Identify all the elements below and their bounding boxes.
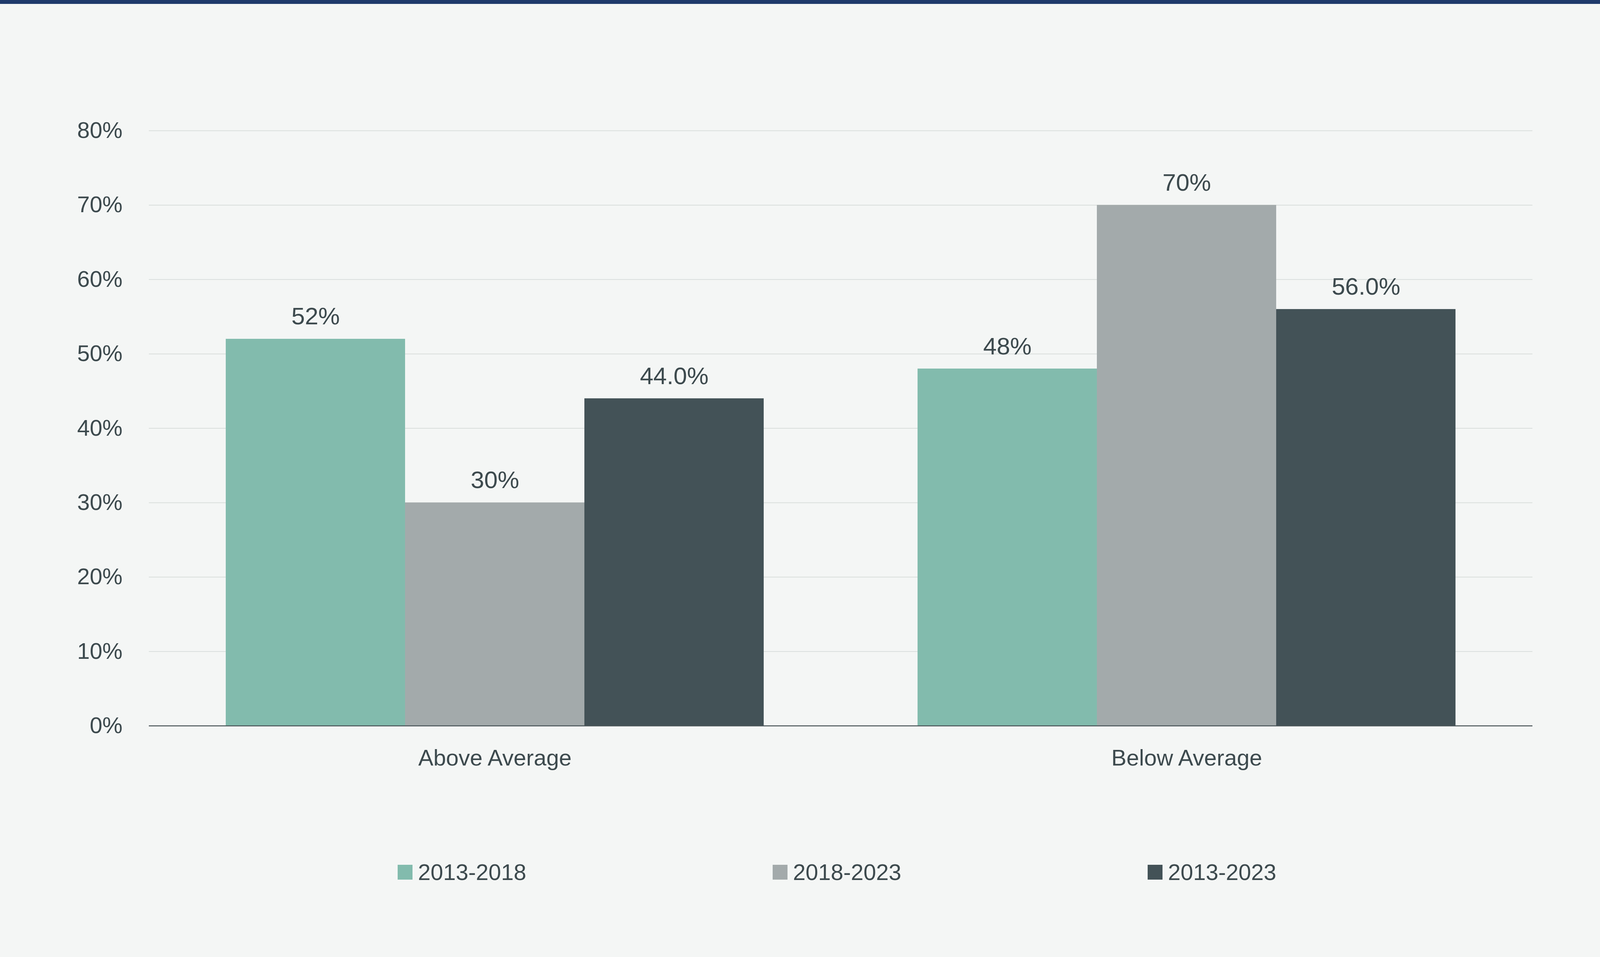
svg-text:60%: 60% bbox=[76, 266, 123, 292]
svg-text:50%: 50% bbox=[76, 340, 123, 366]
svg-text:Below Average: Below Average bbox=[1111, 744, 1263, 770]
svg-text:56.0%: 56.0% bbox=[1331, 272, 1401, 300]
html-text:2013-2018: 2013-2018 bbox=[417, 858, 527, 885]
svg-text:10%: 10% bbox=[76, 637, 123, 664]
svg-text:44.0%: 44.0% bbox=[639, 362, 709, 390]
svg-text:30%: 30% bbox=[76, 489, 123, 515]
svg-text:30%: 30% bbox=[470, 466, 520, 493]
svg-text:20%: 20% bbox=[76, 563, 123, 589]
html-text:2018-2023: 2018-2023 bbox=[792, 858, 902, 885]
svg-text:Above Average: Above Average bbox=[418, 744, 572, 770]
svg-text:80%: 80% bbox=[76, 117, 123, 143]
svg-text:0%: 0% bbox=[89, 712, 123, 738]
svg-text:52%: 52% bbox=[291, 302, 340, 330]
html-text:2013-2023: 2013-2023 bbox=[1167, 858, 1277, 885]
svg-text:48%: 48% bbox=[983, 332, 1032, 360]
svg-text:70%: 70% bbox=[76, 191, 123, 217]
svg-text:70%: 70% bbox=[1162, 168, 1211, 196]
svg-text:40%: 40% bbox=[76, 414, 123, 441]
